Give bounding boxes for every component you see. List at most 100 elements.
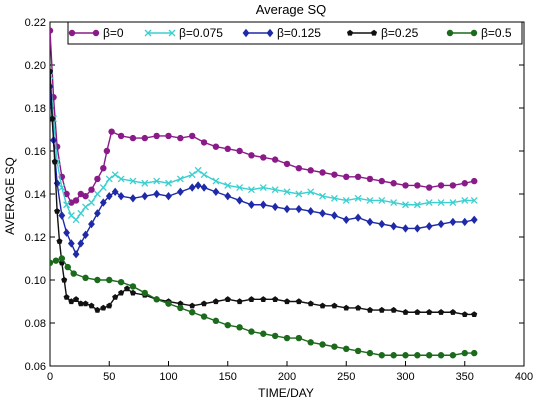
- data-point: [129, 194, 137, 203]
- data-point: [236, 147, 243, 155]
- legend-marker: [370, 29, 378, 36]
- data-point: [88, 186, 95, 193]
- data-point: [100, 304, 107, 311]
- x-tick-label: 50: [103, 371, 115, 383]
- data-point: [200, 313, 208, 320]
- data-point: [354, 347, 362, 355]
- data-point: [366, 349, 374, 357]
- data-point: [129, 289, 136, 296]
- data-point: [354, 194, 362, 202]
- legend-marker: [68, 29, 76, 37]
- data-point: [153, 177, 161, 185]
- data-point: [129, 177, 137, 185]
- y-tick-label: 0.14: [25, 189, 46, 201]
- y-axis-title: AVERAGE SQ: [3, 157, 17, 235]
- data-point: [212, 177, 220, 185]
- data-point: [414, 182, 421, 189]
- x-tick-label: 300: [396, 371, 414, 383]
- data-point: [73, 296, 80, 302]
- data-point: [153, 132, 160, 140]
- data-point: [99, 184, 107, 192]
- data-point: [248, 328, 255, 335]
- legend-marker: [446, 29, 454, 37]
- data-point: [141, 289, 148, 297]
- x-tick-label: 150: [219, 371, 237, 383]
- x-tick-label: 250: [337, 371, 355, 383]
- data-point: [307, 300, 314, 307]
- data-point: [77, 300, 84, 307]
- legend-marker: [144, 29, 152, 37]
- data-point: [471, 349, 478, 357]
- data-point: [461, 349, 468, 357]
- data-point: [366, 217, 374, 227]
- data-point: [82, 230, 89, 240]
- data-point: [189, 309, 196, 316]
- data-point: [68, 298, 75, 305]
- data-point: [50, 72, 54, 80]
- legend-marker: [168, 29, 176, 37]
- data-point: [319, 192, 327, 200]
- y-tick-label: 0.18: [25, 103, 46, 115]
- legend-label: β=0.25: [381, 26, 419, 40]
- data-point: [106, 276, 113, 284]
- data-point: [141, 191, 149, 201]
- legend-marker: [470, 29, 478, 37]
- data-point: [413, 224, 421, 233]
- data-point: [236, 184, 244, 192]
- data-point: [295, 334, 303, 342]
- data-point: [271, 186, 279, 194]
- series-1: [50, 72, 478, 224]
- data-point: [390, 199, 398, 207]
- data-point: [437, 219, 445, 229]
- data-point: [426, 352, 433, 359]
- data-point: [378, 306, 385, 313]
- data-point: [330, 194, 338, 202]
- data-point: [307, 188, 315, 196]
- data-point: [67, 239, 75, 248]
- data-point: [461, 311, 468, 317]
- x-axis-title: TIME/DAY: [258, 386, 314, 400]
- data-point: [51, 158, 58, 165]
- data-point: [123, 285, 131, 292]
- y-tick-label: 0.10: [25, 275, 46, 287]
- data-point: [283, 204, 291, 214]
- data-point: [63, 190, 70, 198]
- legend-item: β=0.075: [144, 26, 223, 40]
- data-point: [271, 202, 279, 212]
- data-point: [88, 199, 95, 207]
- data-point: [64, 263, 71, 271]
- data-point: [390, 180, 397, 187]
- data-point: [366, 196, 374, 204]
- chart-title: Average SQ: [256, 2, 327, 17]
- data-point: [331, 211, 338, 220]
- data-point: [165, 300, 172, 307]
- data-point: [331, 302, 338, 309]
- legend-marker: [242, 28, 250, 38]
- data-point: [390, 306, 397, 313]
- data-point: [212, 143, 220, 150]
- series-3: [50, 68, 478, 317]
- data-point: [426, 309, 433, 315]
- data-point: [248, 200, 255, 209]
- data-point: [224, 321, 231, 329]
- data-point: [402, 309, 409, 315]
- x-tick-label: 100: [159, 371, 177, 383]
- data-point: [200, 139, 208, 146]
- data-point: [117, 191, 125, 201]
- legend-item: β=0.25: [346, 26, 419, 40]
- y-tick-label: 0.16: [25, 146, 46, 158]
- data-point: [117, 132, 125, 140]
- data-point: [77, 209, 85, 217]
- series-line: [50, 86, 475, 256]
- data-point: [61, 276, 68, 283]
- data-point: [177, 304, 184, 312]
- data-point: [53, 179, 61, 188]
- data-point: [153, 296, 160, 303]
- data-point: [319, 209, 326, 218]
- y-tick-label: 0.22: [25, 17, 46, 29]
- data-point: [212, 298, 219, 305]
- data-point: [402, 352, 409, 359]
- data-point: [103, 147, 111, 155]
- x-tick-label: 350: [456, 371, 474, 383]
